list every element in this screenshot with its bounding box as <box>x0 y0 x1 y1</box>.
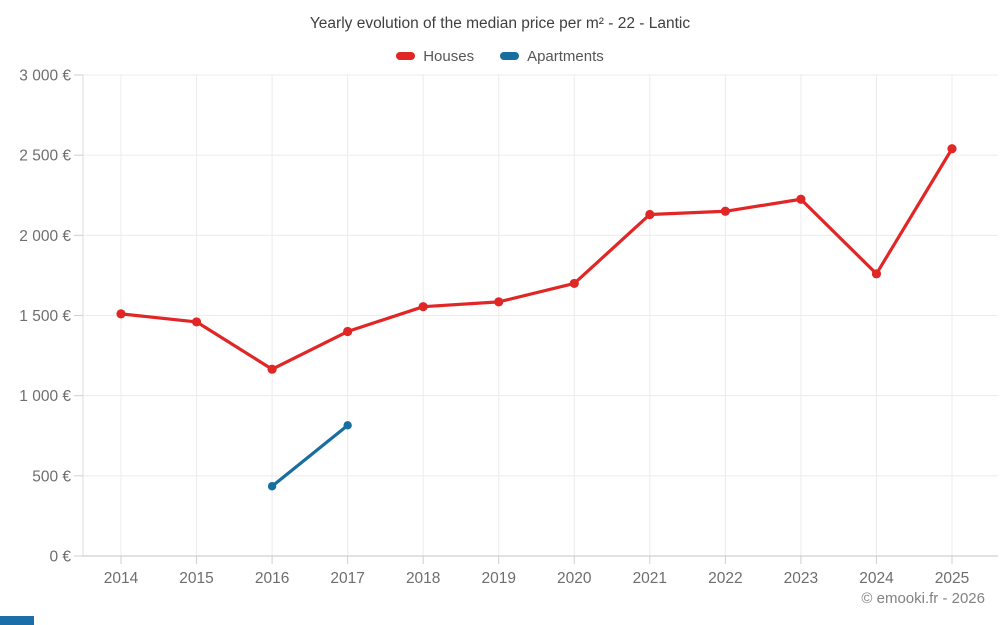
series-houses-point[interactable] <box>947 144 957 154</box>
x-tick-label: 2018 <box>406 570 440 587</box>
series-apartments-point[interactable] <box>267 482 277 491</box>
legend-item-apartments[interactable]: Apartments <box>500 48 604 65</box>
y-tick-label: 0 € <box>49 549 71 566</box>
x-tick-label: 2025 <box>935 570 969 587</box>
legend-label-houses: Houses <box>423 47 475 65</box>
apartments-series-swatch-icon <box>500 52 520 60</box>
y-tick-label: 3 000 € <box>19 68 71 85</box>
series-houses-point[interactable] <box>343 326 353 337</box>
y-tick-label: 2 500 € <box>19 148 71 165</box>
x-tick-label: 2014 <box>104 570 139 587</box>
x-tick-label: 2022 <box>708 570 742 587</box>
series-apartments-point[interactable] <box>343 421 352 430</box>
series-houses-point[interactable] <box>645 209 655 220</box>
series-houses-point[interactable] <box>871 269 882 279</box>
series-apartments-line <box>270 423 350 488</box>
legend: Houses Apartments <box>0 46 1000 66</box>
x-tick-label: 2024 <box>859 570 894 587</box>
y-tick-label: 500 € <box>32 468 71 485</box>
x-tick-label: 2017 <box>330 570 364 587</box>
series-houses-point[interactable] <box>569 278 579 289</box>
copyright-text: © emooki.fr - 2026 <box>861 590 985 607</box>
houses-series-swatch-icon <box>396 52 416 60</box>
x-tick-label: 2023 <box>784 570 818 587</box>
x-tick-label: 2020 <box>557 570 592 587</box>
watermark-logo <box>0 616 34 625</box>
x-tick-label: 2021 <box>633 570 667 587</box>
series-houses-point[interactable] <box>267 364 277 374</box>
series-houses-line <box>119 147 954 371</box>
series-houses-point[interactable] <box>720 206 730 216</box>
series-houses-point[interactable] <box>494 297 504 307</box>
legend-item-houses[interactable]: Houses <box>396 48 474 65</box>
y-tick-label: 1 000 € <box>19 388 71 405</box>
y-tick-label: 1 500 € <box>19 308 71 325</box>
series-houses-point[interactable] <box>418 302 428 312</box>
chart-title: Yearly evolution of the median price per… <box>309 15 691 32</box>
x-tick-label: 2015 <box>179 570 213 587</box>
series-houses-point[interactable] <box>796 194 806 204</box>
series-houses-point[interactable] <box>116 309 126 319</box>
x-tick-label: 2019 <box>481 570 515 587</box>
y-tick-label: 2 000 € <box>19 228 71 245</box>
x-tick-label: 2016 <box>255 570 289 587</box>
legend-label-apartments: Apartments <box>527 47 604 65</box>
series-houses-point[interactable] <box>191 317 202 327</box>
